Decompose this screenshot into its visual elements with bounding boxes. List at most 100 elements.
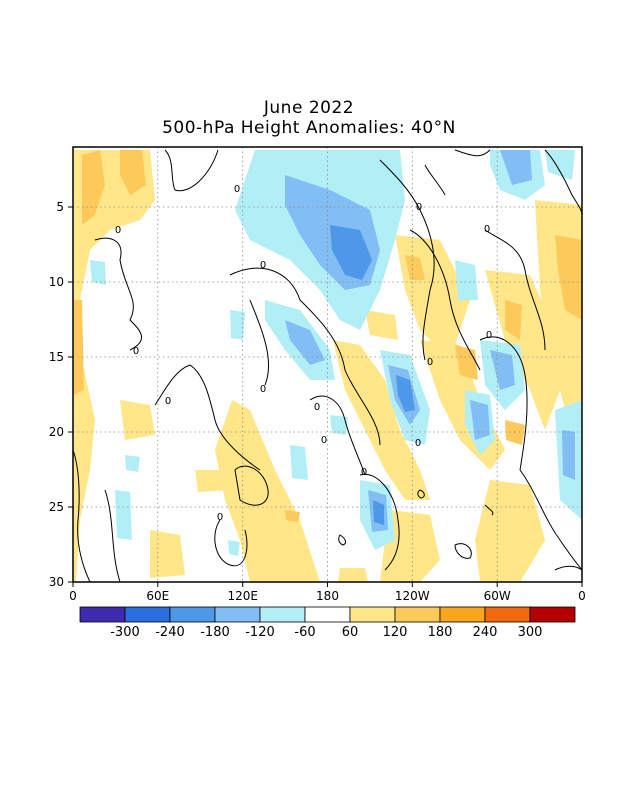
- zero-contour: [479, 336, 528, 471]
- chart-subtitle: 500-hPa Height Anomalies: 40°N: [162, 118, 456, 138]
- contour-labels: 0 0 0 0 0 0 0 0 0 0 0 0 0 0 0: [115, 184, 492, 523]
- contour-label: 0: [115, 225, 121, 236]
- colorbar-swatch: [259, 606, 306, 623]
- contour-label: 0: [361, 467, 367, 478]
- negative-anomaly-region: [115, 490, 132, 540]
- zero-contour: [229, 267, 381, 446]
- negative-anomaly-region: [562, 430, 575, 480]
- zero-contour: [519, 469, 582, 571]
- x-tick-label: 120E: [227, 589, 258, 603]
- x-tick-label: 60W: [484, 589, 511, 603]
- positive-anomaly-region: [195, 470, 228, 492]
- zero-contour: [234, 465, 269, 506]
- negative-anomaly-region: [228, 540, 240, 556]
- negative-anomaly-region: [125, 455, 140, 472]
- positive-anomaly-region: [82, 150, 105, 225]
- y-tick-label: 5: [56, 200, 64, 214]
- negative-anomaly-region: [373, 500, 384, 525]
- contour-label: 0: [217, 512, 223, 523]
- positive-anomaly-region: [365, 310, 398, 340]
- contour-label: 0: [427, 357, 433, 368]
- zero-contour: [94, 237, 142, 351]
- x-tick-label: 0: [578, 589, 586, 603]
- positive-anomaly-region: [150, 530, 185, 578]
- positive-anomaly-region: [380, 510, 440, 582]
- zero-contour: [249, 299, 269, 386]
- zero-contour: [214, 519, 248, 567]
- negative-anomaly-region: [490, 350, 515, 390]
- positive-anomaly-region: [338, 568, 368, 582]
- colorbar-swatch: [79, 606, 126, 623]
- colorbar-label: -120: [245, 625, 275, 640]
- zero-contour: [417, 489, 425, 499]
- zero-contour: [359, 473, 400, 571]
- positive-anomaly-region: [120, 150, 146, 195]
- zero-contour: [164, 149, 219, 192]
- colorbar-label: 60: [342, 625, 359, 640]
- zero-contour: [424, 164, 446, 196]
- colorbar-label: -300: [110, 625, 140, 640]
- contour-label: 0: [321, 435, 327, 446]
- y-tick-label: 10: [49, 275, 64, 289]
- contour-label: 0: [260, 260, 266, 271]
- colorbar-label: 300: [518, 625, 543, 640]
- colorbar-labels: -300 -240 -180 -120 -60 60 120 180 240 300: [110, 625, 542, 640]
- negative-anomaly-region: [285, 320, 325, 365]
- colorbar-swatch: [529, 606, 576, 623]
- contour-label: 0: [165, 396, 171, 407]
- axis-ticks: [68, 206, 583, 587]
- positive-anomaly-region: [333, 340, 430, 500]
- negative-anomaly-region: [545, 150, 575, 180]
- negative-anomaly-region: [330, 415, 348, 435]
- zero-contour: [379, 159, 435, 361]
- colorbar-label: -60: [294, 625, 315, 640]
- x-tick-label: 60E: [146, 589, 169, 603]
- positive-anomaly-region: [73, 150, 155, 582]
- zero-contour: [409, 229, 481, 371]
- colorbar: [79, 606, 576, 623]
- x-tick-label: 0: [69, 589, 77, 603]
- positive-anomaly-region: [485, 270, 560, 430]
- negative-anomaly-region: [500, 150, 532, 185]
- colorbar-swatch: [394, 606, 441, 623]
- contour-label: 0: [484, 224, 490, 235]
- colorbar-label: -180: [200, 625, 230, 640]
- zero-contour: [104, 489, 121, 582]
- x-tick-label: 180: [316, 589, 339, 603]
- positive-anomaly-region: [73, 300, 84, 395]
- contour-label: 0: [260, 384, 266, 395]
- negative-anomaly-region: [396, 375, 415, 412]
- contour-label: 0: [415, 438, 421, 449]
- y-axis-labels: 5 10 15 20 25 30: [49, 200, 64, 589]
- zero-contour: [154, 364, 261, 471]
- colorbar-swatch: [484, 606, 531, 623]
- contour-label: 0: [486, 330, 492, 341]
- y-tick-label: 20: [49, 425, 64, 439]
- y-tick-label: 30: [49, 575, 64, 589]
- positive-anomaly-region: [505, 420, 525, 445]
- zero-contour: [454, 149, 491, 157]
- x-axis-labels: 0 60E 120E 180 120W 60W 0: [69, 589, 586, 603]
- y-tick-label: 25: [49, 500, 64, 514]
- colorbar-swatch: [304, 606, 351, 623]
- positive-anomaly-region: [555, 235, 582, 320]
- zero-contour: [554, 565, 582, 571]
- colorbar-label: -240: [155, 625, 185, 640]
- colorbar-swatch: [439, 606, 486, 623]
- positive-anomaly-region: [215, 400, 320, 582]
- negative-anomaly-region: [90, 260, 106, 285]
- colorbar-swatch: [124, 606, 171, 623]
- colorbar-label: 120: [383, 625, 408, 640]
- positive-anomaly-region: [455, 345, 478, 380]
- contour-label: 0: [234, 184, 240, 195]
- contour-label: 0: [314, 402, 320, 413]
- zero-contour: [73, 449, 91, 582]
- chart-title: June 2022: [263, 98, 355, 118]
- contour-label: 0: [416, 202, 422, 213]
- anomaly-shading: [73, 150, 582, 582]
- positive-anomaly-region: [285, 510, 300, 522]
- colorbar-label: 240: [473, 625, 498, 640]
- x-tick-label: 120W: [395, 589, 430, 603]
- zero-contour: [309, 395, 366, 476]
- colorbar-swatch: [169, 606, 216, 623]
